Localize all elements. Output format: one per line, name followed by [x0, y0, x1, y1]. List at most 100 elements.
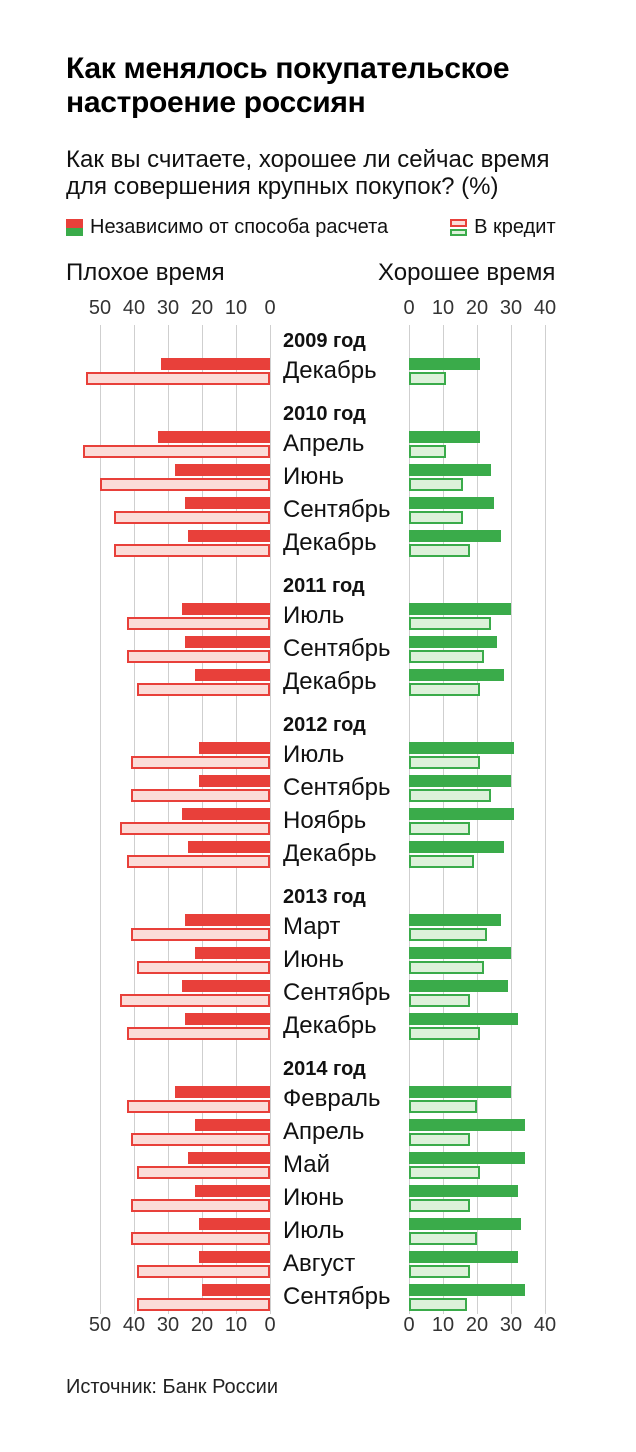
month-row: Сентябрь: [0, 977, 636, 1010]
month-label: Сентябрь: [283, 635, 391, 662]
bar-good-credit: [409, 372, 447, 385]
bar-bad-credit: [120, 822, 270, 835]
bar-good-any: [409, 530, 501, 542]
axis-tick-label: 30: [499, 297, 523, 319]
chart-subtitle-line-1: Как вы считаете, хорошее ли сейчас время: [66, 146, 550, 173]
axis-tick-label: 40: [122, 1314, 146, 1336]
month-row: Декабрь: [0, 666, 636, 699]
bar-bad-credit: [127, 855, 270, 868]
axis-tick-label: 0: [403, 297, 415, 319]
legend-solid-swatch-icon: [66, 219, 83, 236]
month-label: Май: [283, 1151, 331, 1178]
legend-any-label: Независимо от способа расчета: [90, 216, 389, 238]
axis-tick-label: 10: [224, 297, 248, 319]
legend-credit-label: В кредит: [474, 216, 556, 238]
month-row: Апрель: [0, 1116, 636, 1149]
month-row: Сентябрь: [0, 1281, 636, 1314]
month-label: Июнь: [283, 463, 345, 490]
bar-bad-credit: [130, 789, 270, 802]
year-row: 2013 год: [0, 881, 636, 911]
year-row: 2009 год: [0, 325, 636, 355]
month-label: Август: [283, 1250, 356, 1277]
month-label: Апрель: [283, 430, 365, 457]
bar-bad-credit: [137, 1298, 270, 1311]
bar-bad-credit: [100, 478, 270, 491]
month-row: Апрель: [0, 428, 636, 461]
bar-bad-any: [195, 1119, 270, 1131]
month-label: Декабрь: [283, 529, 377, 556]
bar-bad-any: [181, 808, 270, 820]
bar-bad-credit: [130, 1133, 270, 1146]
bar-bad-any: [198, 775, 270, 787]
bar-bad-any: [202, 1284, 270, 1296]
bar-good-credit: [409, 650, 484, 663]
bar-good-credit: [409, 1166, 481, 1179]
bar-good-credit: [409, 1133, 471, 1146]
bar-good-any: [409, 497, 494, 509]
month-label: Сентябрь: [283, 496, 391, 523]
chart-subtitle: Как вы считаете, хорошее ли сейчас время…: [66, 146, 636, 200]
gridline: [134, 325, 135, 1314]
axis-tick-label: 0: [264, 1314, 276, 1336]
month-label: Сентябрь: [283, 979, 391, 1006]
month-label: Декабрь: [283, 357, 377, 384]
bar-bad-any: [188, 530, 270, 542]
bar-bad-credit: [113, 511, 270, 524]
bar-bad-any: [161, 358, 270, 370]
year-label: 2009 год: [283, 330, 366, 352]
bar-bad-any: [185, 914, 270, 926]
axis-tick-label: 20: [190, 297, 214, 319]
axis-tick-label: 50: [88, 297, 112, 319]
chart-legend: Независимо от способа расчета В кредит: [66, 216, 636, 239]
bar-good-any: [409, 1251, 518, 1263]
month-row: Сентябрь: [0, 772, 636, 805]
month-label: Март: [283, 913, 341, 940]
year-group: 2012 год Июль Сентябрь Ноябрь Декабрь: [0, 709, 636, 871]
month-label: Декабрь: [283, 840, 377, 867]
bar-bad-credit: [127, 1100, 270, 1113]
bar-bad-credit: [127, 1027, 270, 1040]
month-row: Декабрь: [0, 355, 636, 388]
month-row: Март: [0, 911, 636, 944]
bar-good-credit: [409, 822, 471, 835]
bar-good-credit: [409, 1298, 467, 1311]
bar-good-any: [409, 1185, 518, 1197]
legend-outline-green-half: [450, 228, 468, 236]
bar-good-credit: [409, 756, 481, 769]
legend-item-credit: В кредит: [450, 216, 556, 239]
bar-bad-any: [195, 947, 270, 959]
legend-outline-swatch-icon: [450, 219, 468, 236]
month-label: Декабрь: [283, 668, 377, 695]
bar-good-credit: [409, 994, 471, 1007]
bar-bad-any: [185, 636, 270, 648]
bar-good-any: [409, 1218, 522, 1230]
bar-bad-any: [188, 1152, 270, 1164]
month-label: Июнь: [283, 946, 345, 973]
bar-good-credit: [409, 1232, 477, 1245]
bar-good-any: [409, 1284, 525, 1296]
bar-bad-credit: [120, 994, 270, 1007]
axis-tick-label: 10: [224, 1314, 248, 1336]
axis-tick-label: 10: [431, 297, 455, 319]
month-label: Февраль: [283, 1085, 381, 1112]
axis-tick-label: 40: [533, 297, 557, 319]
bar-bad-credit: [127, 650, 270, 663]
bar-good-credit: [409, 544, 471, 557]
month-row: Июль: [0, 600, 636, 633]
year-group: 2014 год Февраль Апрель Май Июнь Июль Август Се…: [0, 1053, 636, 1314]
year-label: 2012 год: [283, 714, 366, 736]
month-row: Декабрь: [0, 1010, 636, 1043]
source-caption: Источник: Банк России: [66, 1376, 279, 1398]
bar-good-any: [409, 775, 511, 787]
column-headers: Плохое время Хорошее время: [0, 259, 636, 287]
bar-bad-any: [181, 980, 270, 992]
month-label: Сентябрь: [283, 774, 391, 801]
bar-bad-credit: [130, 756, 270, 769]
bar-bad-any: [185, 497, 270, 509]
gridline: [100, 325, 101, 1314]
year-label: 2010 год: [283, 403, 366, 425]
month-row: Июль: [0, 1215, 636, 1248]
year-row: 2010 год: [0, 398, 636, 428]
axis-tick-label: 30: [499, 1314, 523, 1336]
bar-good-credit: [409, 511, 464, 524]
